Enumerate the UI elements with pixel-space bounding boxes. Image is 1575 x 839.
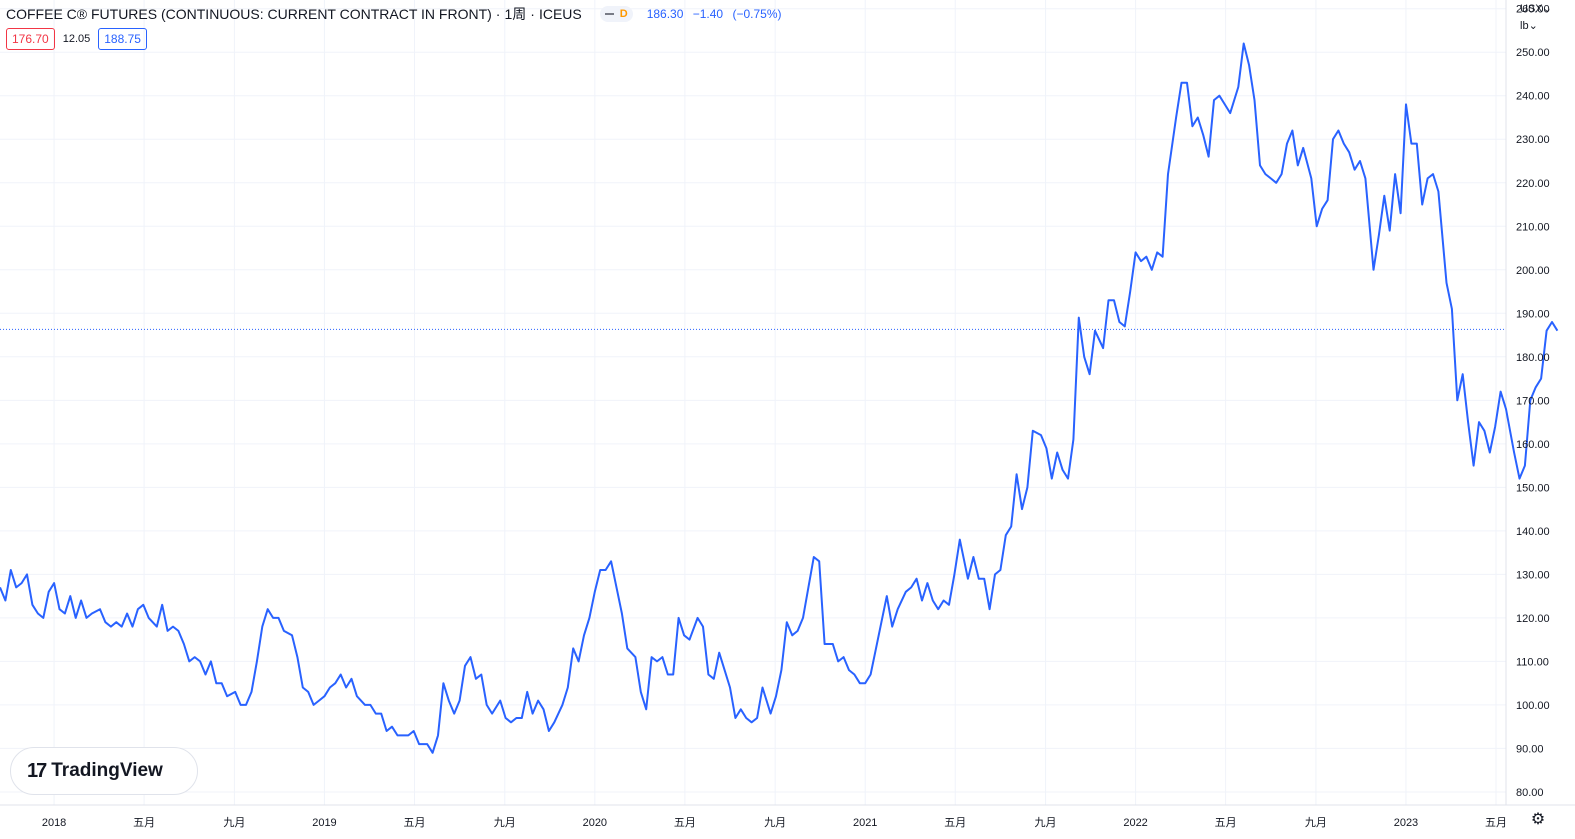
interval-label[interactable]: 1周 — [504, 6, 527, 22]
time-axis-tick-label: 2019 — [312, 817, 336, 829]
price-change: −1.40 — [692, 7, 724, 21]
price-change-percent: (−0.75%) — [732, 7, 782, 21]
currency-selector[interactable]: USX⌄ — [1520, 2, 1552, 15]
time-axis[interactable]: 2018 五月 九月 2019 五月 九月 2020 五月 九月 2021 五月 九月 2022 五月 九月… — [42, 816, 1507, 829]
ask-price-button[interactable]: 188.75 — [98, 28, 147, 50]
time-axis-tick-label: 五月 — [674, 817, 696, 829]
time-axis-tick-label: 九月 — [1035, 816, 1057, 829]
currency-label: USX — [1520, 3, 1543, 15]
last-price: 186.30 — [646, 7, 684, 21]
price-axis-tick-label: 250.00 — [1516, 47, 1550, 59]
time-axis-tick-label: 五月 — [944, 817, 966, 829]
price-axis-tick-label: 140.00 — [1516, 526, 1550, 538]
price-axis-tick-label: 150.00 — [1516, 482, 1550, 494]
quote-values: 186.30 −1.40 (−0.75%) — [647, 7, 788, 21]
unit-label: lb — [1520, 20, 1529, 32]
separator-dot: · — [495, 6, 501, 22]
time-axis-tick-label: 五月 — [1485, 817, 1507, 829]
time-axis-tick-label: 2018 — [42, 817, 66, 829]
delay-badge-letter: D — [619, 8, 628, 20]
price-axis-tick-label: 230.00 — [1516, 134, 1550, 146]
price-axis[interactable]: 80.00 90.00 100.00 110.00 120.00 130.00 140.00… — [1516, 4, 1550, 799]
separator-dot: · — [530, 6, 535, 22]
spread-value: 12.05 — [62, 33, 91, 45]
time-axis-tick-label: 五月 — [403, 817, 425, 829]
price-axis-tick-label: 170.00 — [1516, 395, 1550, 407]
tradingview-logo-icon: 17 — [27, 759, 47, 782]
chevron-down-icon: ⌄ — [1542, 3, 1552, 15]
price-axis-tick-label: 80.00 — [1516, 787, 1544, 799]
price-series-line[interactable] — [0, 42, 1559, 754]
price-axis-tick-label: 100.00 — [1516, 700, 1550, 712]
price-axis-tick-label: 110.00 — [1516, 656, 1549, 668]
price-axis-tick-label: 190.00 — [1516, 308, 1550, 320]
tradingview-logo-text: TradingView — [51, 760, 163, 781]
price-axis-tick-label: 200.00 — [1516, 265, 1550, 277]
time-axis-tick-label: 2021 — [853, 817, 877, 829]
time-axis-tick-label: 九月 — [223, 816, 245, 829]
bid-price-button[interactable]: 176.70 — [6, 28, 55, 50]
time-axis-tick-label: 2022 — [1123, 817, 1147, 829]
time-axis-tick-label: 九月 — [494, 816, 516, 829]
price-axis-tick-label: 180.00 — [1516, 352, 1550, 364]
price-axis-tick-label: 130.00 — [1516, 569, 1550, 581]
price-axis-tick-label: 210.00 — [1516, 221, 1550, 233]
exchange-label[interactable]: ICEUS — [538, 6, 582, 22]
minus-icon — [604, 13, 614, 15]
time-axis-tick-label: 九月 — [764, 816, 786, 829]
time-axis-tick-label: 2023 — [1394, 817, 1418, 829]
delayed-data-badge[interactable]: D — [599, 6, 633, 22]
time-axis-tick-label: 五月 — [133, 817, 155, 829]
chart-grid — [0, 0, 1506, 805]
price-axis-tick-label: 90.00 — [1516, 743, 1544, 755]
price-axis-tick-label: 160.00 — [1516, 439, 1550, 451]
price-axis-tick-label: 240.00 — [1516, 91, 1550, 103]
symbol-title[interactable]: COFFEE C® FUTURES (CONTINUOUS: CURRENT C… — [6, 6, 492, 22]
unit-selector[interactable]: lb⌄ — [1520, 19, 1538, 32]
bid-ask-row: 176.70 12.05 188.75 — [6, 28, 147, 50]
tradingview-logo[interactable]: 17 TradingView — [10, 747, 198, 795]
price-axis-tick-label: 120.00 — [1516, 613, 1550, 625]
price-axis-tick-label: 220.00 — [1516, 178, 1550, 190]
chevron-down-icon: ⌄ — [1528, 20, 1538, 32]
time-axis-tick-label: 九月 — [1305, 816, 1327, 829]
time-axis-tick-label: 2020 — [583, 817, 607, 829]
price-axis-tick-label: 260.00 — [1516, 4, 1550, 16]
gear-icon[interactable]: ⚙ — [1530, 811, 1546, 828]
chart-header: COFFEE C® FUTURES (CONTINUOUS: CURRENT C… — [6, 4, 787, 24]
time-axis-tick-label: 五月 — [1215, 817, 1237, 829]
